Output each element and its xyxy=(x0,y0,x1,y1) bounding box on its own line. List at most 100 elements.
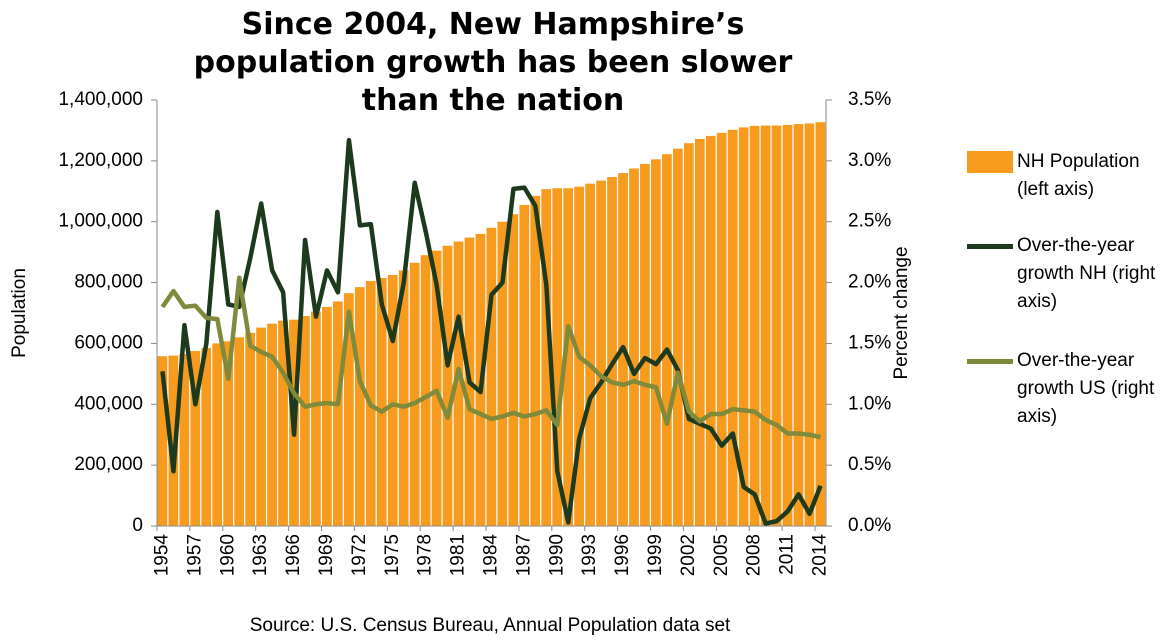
x-tick-label: 1960 xyxy=(217,534,238,576)
bar xyxy=(585,183,595,526)
bar xyxy=(661,154,672,527)
bar xyxy=(760,125,771,526)
bar xyxy=(815,122,826,526)
x-tick-label: 1963 xyxy=(250,534,271,576)
y-axis-title: Population xyxy=(9,268,30,358)
bar xyxy=(607,176,617,526)
bar xyxy=(749,125,760,526)
x-tick-label: 1981 xyxy=(448,534,469,576)
x-tick-label: 1957 xyxy=(184,534,205,576)
bar xyxy=(311,311,321,526)
bar xyxy=(442,245,453,526)
x-tick-label: 1987 xyxy=(513,534,534,576)
bar xyxy=(804,123,815,527)
y2-tick-label: 0.5% xyxy=(848,454,891,475)
legend-swatch xyxy=(967,151,1013,173)
bar xyxy=(343,293,354,526)
bar xyxy=(168,355,179,526)
legend-item: Over-the-year growth US (right axis) xyxy=(967,347,1157,431)
bar xyxy=(738,127,749,526)
bar xyxy=(179,354,190,526)
y2-tick-label: 1.0% xyxy=(848,393,891,414)
bar xyxy=(672,148,683,526)
y2-tick-label: 3.5% xyxy=(848,89,891,110)
x-tick-label: 1954 xyxy=(151,534,172,577)
bar xyxy=(256,327,266,526)
y2-axis-title: Percent change xyxy=(891,246,912,379)
legend-swatch xyxy=(967,244,1013,249)
bar xyxy=(278,320,288,526)
bar xyxy=(201,347,212,526)
bar xyxy=(157,356,168,526)
bar xyxy=(782,124,793,527)
bar xyxy=(387,274,398,526)
bar xyxy=(300,316,310,526)
bar xyxy=(519,204,530,526)
bar xyxy=(354,287,365,526)
bar xyxy=(541,189,552,527)
y2-tick-label: 2.0% xyxy=(848,272,891,293)
bar xyxy=(716,132,727,526)
x-tick-label: 2008 xyxy=(744,534,765,576)
x-tick-label: 2002 xyxy=(678,534,699,576)
bar xyxy=(245,332,256,526)
legend-swatch xyxy=(967,359,1013,364)
y-tick-label: 200,000 xyxy=(74,454,143,475)
legend-item: NH Population (left axis) xyxy=(967,148,1157,204)
legend-item: Over-the-year growth NH (right axis) xyxy=(967,232,1157,316)
bar xyxy=(420,255,431,526)
line-series xyxy=(160,275,822,440)
bar xyxy=(409,262,420,526)
bar xyxy=(651,159,661,527)
bar xyxy=(322,306,332,526)
y-tick-label: 1,000,000 xyxy=(58,211,143,232)
y-tick-label: 1,200,000 xyxy=(58,150,143,171)
bar xyxy=(771,125,782,526)
bar xyxy=(431,250,442,526)
y-tick-label: 0 xyxy=(132,515,143,536)
y2-tick-label: 2.5% xyxy=(848,211,891,232)
x-tick-label: 1978 xyxy=(415,534,436,576)
bar xyxy=(376,278,387,526)
bar xyxy=(508,214,519,526)
y2-tick-label: 1.5% xyxy=(848,332,891,353)
bar xyxy=(683,143,694,527)
bar xyxy=(596,180,606,526)
x-tick-label: 1993 xyxy=(579,534,600,576)
y-tick-label: 800,000 xyxy=(74,272,143,293)
x-tick-label: 2014 xyxy=(810,534,831,577)
bar xyxy=(453,241,464,526)
line-series xyxy=(160,137,823,526)
bar xyxy=(530,195,541,526)
bar xyxy=(398,270,409,526)
bar xyxy=(552,188,563,526)
bar xyxy=(727,129,738,526)
chart-title: Since 2004, New Hampshire’s population g… xyxy=(193,7,793,118)
legend-label: Over-the-year growth US (right axis) xyxy=(1017,350,1155,427)
y2-tick-label: 0.0% xyxy=(848,515,891,536)
bar xyxy=(563,188,574,526)
bar xyxy=(234,337,245,526)
bar xyxy=(640,163,650,526)
bar xyxy=(497,221,508,526)
x-tick-label: 1996 xyxy=(612,534,633,576)
x-tick-label: 1990 xyxy=(546,534,567,576)
x-tick-label: 2005 xyxy=(711,534,732,576)
x-tick-label: 1972 xyxy=(349,534,370,576)
bar xyxy=(223,341,234,526)
bar xyxy=(212,343,223,526)
bar xyxy=(793,124,804,526)
bar xyxy=(629,168,639,526)
x-tick-label: 1984 xyxy=(481,534,502,577)
bar xyxy=(486,227,497,527)
bar xyxy=(332,301,343,526)
bar xyxy=(190,351,201,526)
x-tick-label: 1969 xyxy=(316,534,337,576)
x-tick-label: 1999 xyxy=(645,534,666,576)
source-note: Source: U.S. Census Bureau, Annual Popul… xyxy=(250,615,731,636)
x-tick-label: 2011 xyxy=(777,534,798,575)
x-tick-label: 1975 xyxy=(382,534,403,576)
y-tick-label: 400,000 xyxy=(74,393,143,414)
